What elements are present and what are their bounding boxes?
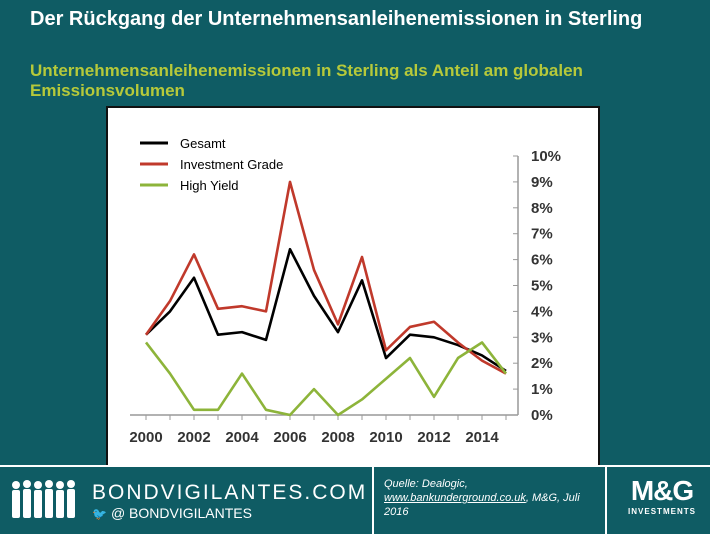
line-chart: 0% 1% 2% 3% 4% 5% 6% 7% 8% 9% 10% 2000 2002 2004 2006 2… bbox=[129, 136, 561, 446]
series-line-investment-grade bbox=[144, 180, 507, 375]
y-tick-label: 2% bbox=[531, 355, 553, 372]
source-suffix: , M&G, Juli 2016 bbox=[384, 492, 580, 518]
y-tick-label: 1% bbox=[531, 381, 553, 398]
y-tick-label: 6% bbox=[531, 252, 553, 269]
x-tick-label: 2012 bbox=[417, 429, 450, 446]
x-tick-label: 2004 bbox=[225, 429, 259, 446]
legend-label: Investment Grade bbox=[180, 157, 283, 172]
y-tick-label: 0% bbox=[531, 407, 553, 424]
logo-text: M&G bbox=[630, 475, 694, 506]
footer-bar: BONDVIGILANTES.COM 🐦 @ BONDVIGILANTES Que… bbox=[0, 465, 710, 534]
footer-divider bbox=[605, 467, 607, 534]
y-tick-label: 9% bbox=[531, 174, 553, 191]
people-silhouettes-icon bbox=[12, 480, 75, 518]
brand-name: BONDVIGILANTES.COM bbox=[92, 481, 368, 504]
twitter-bird-icon: 🐦 bbox=[92, 507, 107, 521]
y-tick-label: 7% bbox=[531, 226, 553, 243]
page-subtitle: Unternehmensanleihenemissionen in Sterli… bbox=[30, 61, 583, 100]
chart-container: 0% 1% 2% 3% 4% 5% 6% 7% 8% 9% 10% 2000 2002 2004 2006 2… bbox=[106, 106, 600, 468]
y-tick-label: 4% bbox=[531, 303, 553, 320]
x-tick-label: 2010 bbox=[369, 429, 402, 446]
source-prefix: Quelle: Dealogic, bbox=[384, 478, 468, 490]
x-tick-label: 2002 bbox=[177, 429, 210, 446]
y-tick-label: 5% bbox=[531, 278, 553, 295]
twitter-handle[interactable]: @ BONDVIGILANTES bbox=[110, 505, 252, 521]
page-title: Der Rückgang der Unternehmensanleihenemi… bbox=[30, 8, 643, 30]
legend-label: High Yield bbox=[180, 178, 239, 193]
mg-logo: M&G INVESTMENTS bbox=[614, 475, 710, 516]
y-tick-label: 8% bbox=[531, 200, 553, 217]
x-tick-label: 2014 bbox=[465, 429, 499, 446]
legend-label: Gesamt bbox=[180, 136, 226, 151]
footer-divider bbox=[372, 467, 374, 534]
twitter-handle-row: 🐦 @ BONDVIGILANTES bbox=[92, 505, 252, 521]
series-line-gesamt bbox=[145, 247, 507, 373]
source-note: Quelle: Dealogic, www.bankunderground.co.… bbox=[384, 477, 599, 519]
y-tick-label: 3% bbox=[531, 329, 553, 346]
x-tick-label: 2008 bbox=[321, 429, 354, 446]
series-line-high-yield bbox=[144, 341, 508, 417]
source-link[interactable]: www.bankunderground.co.uk bbox=[384, 492, 526, 504]
x-tick-label: 2006 bbox=[273, 429, 306, 446]
logo-subtext: INVESTMENTS bbox=[628, 507, 696, 516]
y-tick-label: 10% bbox=[531, 148, 561, 165]
x-tick-label: 2000 bbox=[129, 429, 162, 446]
